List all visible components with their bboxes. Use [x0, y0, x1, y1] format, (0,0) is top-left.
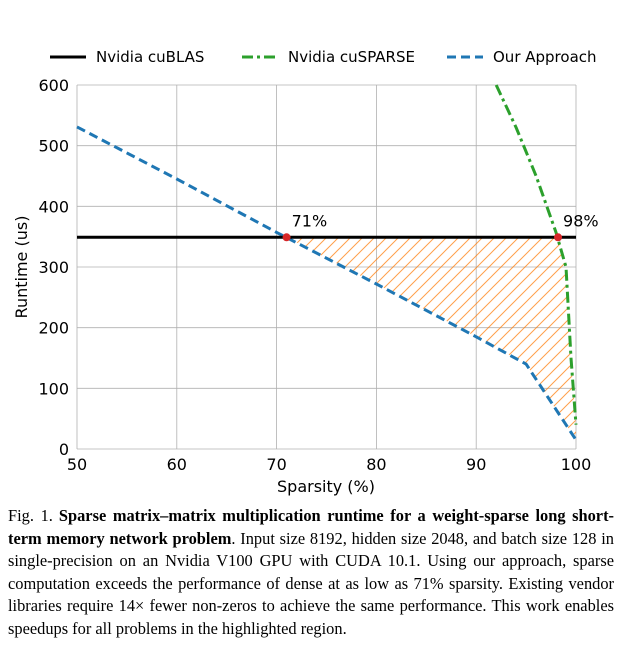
y-tick-labels: 0 100 200 300 400 500 600	[38, 76, 69, 459]
x-tick-label-3: 80	[366, 455, 386, 474]
legend-label-2: Our Approach	[493, 48, 597, 66]
caption-bold-title: Sparse matrix–matrix multiplication runt…	[8, 506, 615, 548]
x-tick-label-2: 70	[266, 455, 286, 474]
y-tick-label-2: 200	[38, 319, 69, 338]
legend-label-1: Nvidia cuSPARSE	[288, 48, 415, 66]
x-tick-label-1: 60	[167, 455, 187, 474]
y-tick-label-1: 100	[38, 379, 69, 398]
y-tick-label-5: 500	[38, 137, 69, 156]
y-tick-label-3: 300	[38, 258, 69, 277]
figure-caption: Fig. 1. Sparse matrix–matrix multiplicati…	[8, 505, 614, 640]
y-tick-label-6: 600	[38, 76, 69, 95]
legend: Nvidia cuBLAS Nvidia cuSPARSE Our Approach	[50, 48, 597, 66]
runtime-chart: 71% 98% 50 60 70 80 90 100 0 100 200 300 400 500 600…	[12, 48, 599, 496]
series-line-1	[494, 84, 578, 425]
highlighted-region	[286, 237, 576, 440]
x-tick-label-0: 50	[67, 455, 87, 474]
caption-figure-label: Fig. 1.	[8, 506, 53, 525]
legend-label-0: Nvidia cuBLAS	[96, 48, 204, 66]
y-tick-label-0: 0	[59, 440, 69, 459]
annotation-marker-1	[554, 233, 563, 242]
y-tick-label-4: 400	[38, 197, 69, 216]
x-axis-label: Sparsity (%)	[277, 477, 375, 496]
x-tick-label-4: 90	[466, 455, 486, 474]
annotation-marker-0	[282, 233, 291, 242]
series-lines	[76, 84, 578, 441]
y-axis-label: Runtime (us)	[12, 216, 31, 319]
series-line-2	[76, 125, 578, 441]
caption-body-text: . Input size 8192, hidden size 2048, and…	[8, 528, 614, 638]
x-tick-label-5: 100	[561, 455, 592, 474]
annotation-label-1: 98%	[563, 211, 599, 230]
annotation-markers: 71% 98%	[282, 211, 599, 242]
annotation-label-0: 71%	[292, 211, 328, 230]
x-tick-labels: 50 60 70 80 90 100	[67, 455, 591, 474]
